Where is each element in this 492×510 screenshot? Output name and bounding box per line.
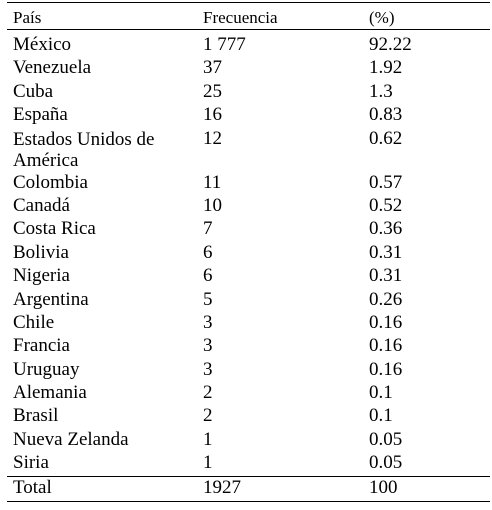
row-country: Chile xyxy=(13,311,55,333)
row-frequency: 16 xyxy=(203,104,222,126)
row-percent: 0.26 xyxy=(369,288,403,310)
row-percent: 1.92 xyxy=(369,57,403,79)
total-percent: 100 xyxy=(369,476,398,498)
table-row: Colombia 11 0.57 xyxy=(7,172,490,195)
table-header-row: País Frecuencia (%) xyxy=(7,3,490,29)
table-row: Brasil 2 0.1 xyxy=(7,405,490,428)
total-frequency: 1927 xyxy=(203,476,241,498)
row-percent: 0.62 xyxy=(369,127,403,149)
row-country: Brasil xyxy=(13,405,59,427)
row-percent: 0.16 xyxy=(369,335,403,357)
header-percent: (%) xyxy=(369,8,395,27)
table-total-row: Total 1927 100 xyxy=(7,477,490,501)
row-percent: 0.31 xyxy=(369,241,403,263)
row-country: Francia xyxy=(13,335,70,357)
table-row: Nueva Zelanda 1 0.05 xyxy=(7,429,490,452)
row-country: Venezuela xyxy=(13,57,92,79)
row-frequency: 1 xyxy=(203,428,213,450)
row-percent: 92.22 xyxy=(369,34,412,55)
table-row: Uruguay 3 0.16 xyxy=(7,359,490,382)
row-frequency: 25 xyxy=(203,80,222,102)
table-row: Nigeria 6 0.31 xyxy=(7,265,490,288)
row-frequency: 11 xyxy=(203,171,222,193)
row-frequency: 1 777 xyxy=(203,34,246,55)
row-percent: 0.05 xyxy=(369,452,403,474)
row-country: Colombia xyxy=(13,171,88,193)
row-country: Bolivia xyxy=(13,241,69,263)
header-frequency: Frecuencia xyxy=(203,8,278,27)
row-percent: 0.31 xyxy=(369,265,403,287)
row-frequency: 7 xyxy=(203,218,213,240)
row-frequency: 6 xyxy=(203,241,213,263)
row-percent: 0.16 xyxy=(369,311,403,333)
row-frequency: 3 xyxy=(203,311,213,333)
table-total-rule xyxy=(7,475,490,477)
row-percent: 0.57 xyxy=(369,171,403,193)
row-frequency: 10 xyxy=(203,194,222,216)
row-frequency: 2 xyxy=(203,382,213,404)
row-country: Cuba xyxy=(13,80,54,102)
row-percent: 0.52 xyxy=(369,194,403,216)
row-country: México xyxy=(13,34,72,55)
table-row: Costa Rica 7 0.36 xyxy=(7,218,490,241)
row-country: Estados Unidos de América xyxy=(13,128,155,171)
header-country: País xyxy=(13,8,42,27)
row-frequency: 6 xyxy=(203,265,213,287)
table-top-rule xyxy=(7,2,490,3)
table-row: México 1 777 92.22 xyxy=(7,34,490,57)
row-country: Alemania xyxy=(13,382,87,404)
table-header-rule xyxy=(7,29,490,30)
row-country: Argentina xyxy=(13,288,89,310)
row-frequency: 12 xyxy=(203,127,222,149)
table-row: Venezuela 37 1.92 xyxy=(7,57,490,80)
country-frequency-table: País Frecuencia (%) México 1 777 92.22 V… xyxy=(7,2,490,502)
row-country: Nigeria xyxy=(13,265,70,287)
row-frequency: 2 xyxy=(203,405,213,427)
row-frequency: 3 xyxy=(203,358,213,380)
table-row: Bolivia 6 0.31 xyxy=(7,242,490,265)
table-row: Estados Unidos de América 12 0.62 xyxy=(7,128,490,172)
row-frequency: 3 xyxy=(203,335,213,357)
total-label: Total xyxy=(13,476,52,498)
row-percent: 0.1 xyxy=(369,405,393,427)
table-row: Canadá 10 0.52 xyxy=(7,195,490,218)
row-country: Siria xyxy=(13,452,49,474)
table-row: Chile 3 0.16 xyxy=(7,312,490,335)
row-percent: 0.16 xyxy=(369,358,403,380)
row-frequency: 1 xyxy=(203,452,213,474)
row-frequency: 5 xyxy=(203,288,213,310)
table-row: España 16 0.83 xyxy=(7,104,490,127)
row-percent: 1.3 xyxy=(369,80,393,102)
table-row: Cuba 25 1.3 xyxy=(7,81,490,104)
row-frequency: 37 xyxy=(203,57,222,79)
row-country: España xyxy=(13,104,68,126)
table-row: Francia 3 0.16 xyxy=(7,335,490,358)
table-bottom-rule xyxy=(7,500,490,502)
row-percent: 0.05 xyxy=(369,428,403,450)
row-percent: 0.1 xyxy=(369,382,393,404)
table-row: Argentina 5 0.26 xyxy=(7,289,490,312)
row-country: Canadá xyxy=(13,194,70,216)
row-country: Uruguay xyxy=(13,358,80,380)
table-row: Siria 1 0.05 xyxy=(7,452,490,475)
row-country: Costa Rica xyxy=(13,218,96,240)
table-row: Alemania 2 0.1 xyxy=(7,382,490,405)
row-country: Nueva Zelanda xyxy=(13,428,129,450)
row-percent: 0.83 xyxy=(369,104,403,126)
row-percent: 0.36 xyxy=(369,218,403,240)
